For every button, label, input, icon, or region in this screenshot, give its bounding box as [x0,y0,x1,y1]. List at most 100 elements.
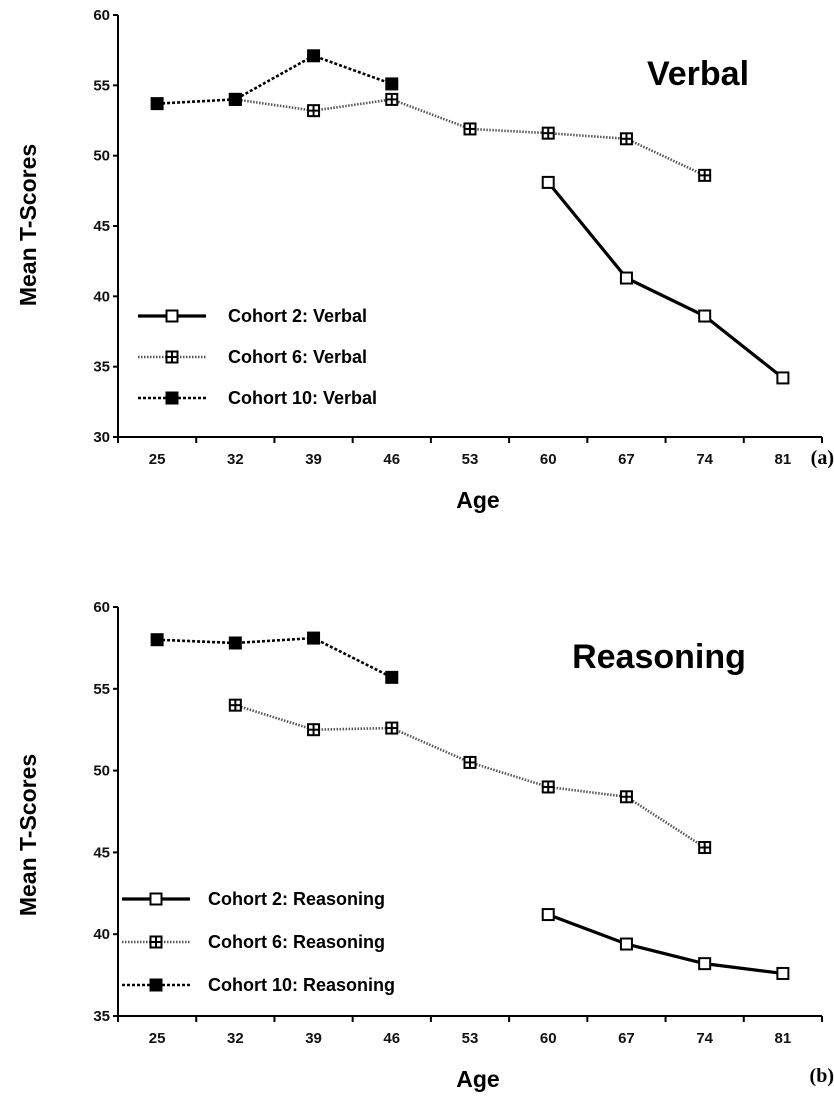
y-tick-label: 60 [93,599,110,616]
data-point-filled-square-legend [165,391,179,405]
data-point-crossed-square-6 [698,168,712,182]
series-line [157,54,393,105]
data-point-open-square-3 [776,966,790,980]
reasoning-chart: Mean T-Scores Age Reasoning (b) 35 40 45 50… [15,599,834,1092]
x-tick-label: 81 [775,451,792,468]
y-tick-label: 35 [93,359,110,376]
y-tick-label: 45 [93,218,110,235]
legend-item: Cohort 6: Reasoning [122,932,385,952]
data-point-open-square-2 [698,957,712,971]
x-tick-label: 74 [696,1030,713,1047]
data-point-open-square-legend [165,309,179,323]
x-tick-label: 39 [305,451,322,468]
data-point-open-square-3 [776,371,790,385]
y-tick-label: 55 [93,77,110,94]
data-point-filled-square-3 [385,670,399,684]
series-line [234,703,706,849]
legend: Cohort 2: Verbal Cohort 6: Verbal Cohort 1… [138,306,377,408]
x-tick-label: 74 [696,451,713,468]
data-point-crossed-square-3 [463,122,477,136]
series-1 [541,908,790,980]
data-point-open-square-1 [619,271,633,285]
y-tick-label: 50 [93,148,110,165]
legend: Cohort 2: Reasoning Cohort 6: Reasoning Co… [122,889,395,995]
y-tick-label: 55 [93,681,110,698]
data-point-crossed-square-5 [619,132,633,146]
legend-item: Cohort 6: Verbal [138,347,367,367]
legend-label: Cohort 6: Verbal [228,347,367,367]
data-point-crossed-square-4 [541,780,555,794]
legend-label: Cohort 6: Reasoning [208,932,385,952]
data-point-open-square-legend [149,892,163,906]
x-axis-label: Age [456,1066,499,1092]
data-point-open-square-0 [541,175,555,189]
series-line [546,181,784,380]
x-tick-label: 67 [618,451,635,468]
data-point-filled-square-0 [150,633,164,647]
panel-label: (b) [810,1065,834,1087]
legend-item: Cohort 2: Verbal [138,306,367,326]
data-point-crossed-square-0 [228,698,242,712]
data-point-filled-square-2 [307,631,321,645]
y-tick-label: 40 [93,288,110,305]
verbal-chart: Mean T-Scores Age Verbal (a) 30 35 40 45 50 5… [15,7,834,513]
chart-title: Verbal [647,55,749,93]
x-tick-label: 53 [462,451,479,468]
y-tick-label: 45 [93,844,110,861]
series-2 [228,698,712,854]
data-point-crossed-square-5 [619,790,633,804]
y-tick-label: 40 [93,926,110,943]
data-point-crossed-square-6 [698,840,712,854]
data-point-filled-square-2 [307,49,321,63]
legend-item: Cohort 10: Verbal [138,388,377,408]
legend-item: Cohort 2: Reasoning [122,889,385,909]
data-point-crossed-square-2 [385,721,399,735]
data-point-crossed-square-2 [385,92,399,106]
data-point-crossed-square-4 [541,126,555,140]
x-tick-label: 60 [540,451,557,468]
data-point-open-square-0 [541,908,555,922]
series-3 [150,631,399,684]
legend-label: Cohort 2: Verbal [228,306,367,326]
panel-label: (a) [811,447,834,469]
data-point-crossed-square-legend [165,350,179,364]
data-point-filled-square-legend [149,978,163,992]
data-point-crossed-square-1 [307,104,321,118]
y-tick-label: 35 [93,1008,110,1025]
legend-label: Cohort 10: Verbal [228,388,377,408]
y-tick-label: 50 [93,763,110,780]
data-point-filled-square-1 [228,92,242,106]
x-axis-label: Age [456,487,499,513]
x-tick-label: 25 [149,451,166,468]
x-tick-label: 53 [462,1030,479,1047]
x-tick-label: 32 [227,451,244,468]
y-axis-label: Mean T-Scores [15,144,41,306]
series-3 [150,49,399,111]
x-tick-label: 60 [540,1030,557,1047]
data-point-crossed-square-1 [307,723,321,737]
y-axis-label: Mean T-Scores [15,754,41,916]
series-line [157,636,393,679]
series-2 [228,92,712,182]
x-tick-label: 81 [775,1030,792,1047]
x-tick-label: 39 [305,1030,322,1047]
legend-label: Cohort 2: Reasoning [208,889,385,909]
x-tick-label: 25 [149,1030,166,1047]
data-point-crossed-square-3 [463,755,477,769]
y-tick-label: 30 [93,429,110,446]
x-tick-label: 67 [618,1030,635,1047]
series-line [547,913,784,976]
x-tick-label: 46 [383,451,400,468]
data-point-filled-square-1 [228,636,242,650]
data-point-crossed-square-legend [149,935,163,949]
data-point-open-square-2 [698,309,712,323]
legend-item: Cohort 10: Reasoning [122,975,395,995]
x-tick-label: 46 [383,1030,400,1047]
y-tick-label: 60 [93,7,110,24]
x-tick-label: 32 [227,1030,244,1047]
data-point-open-square-1 [619,937,633,951]
series-1 [541,175,790,385]
legend-label: Cohort 10: Reasoning [208,975,395,995]
series-line [235,98,706,177]
